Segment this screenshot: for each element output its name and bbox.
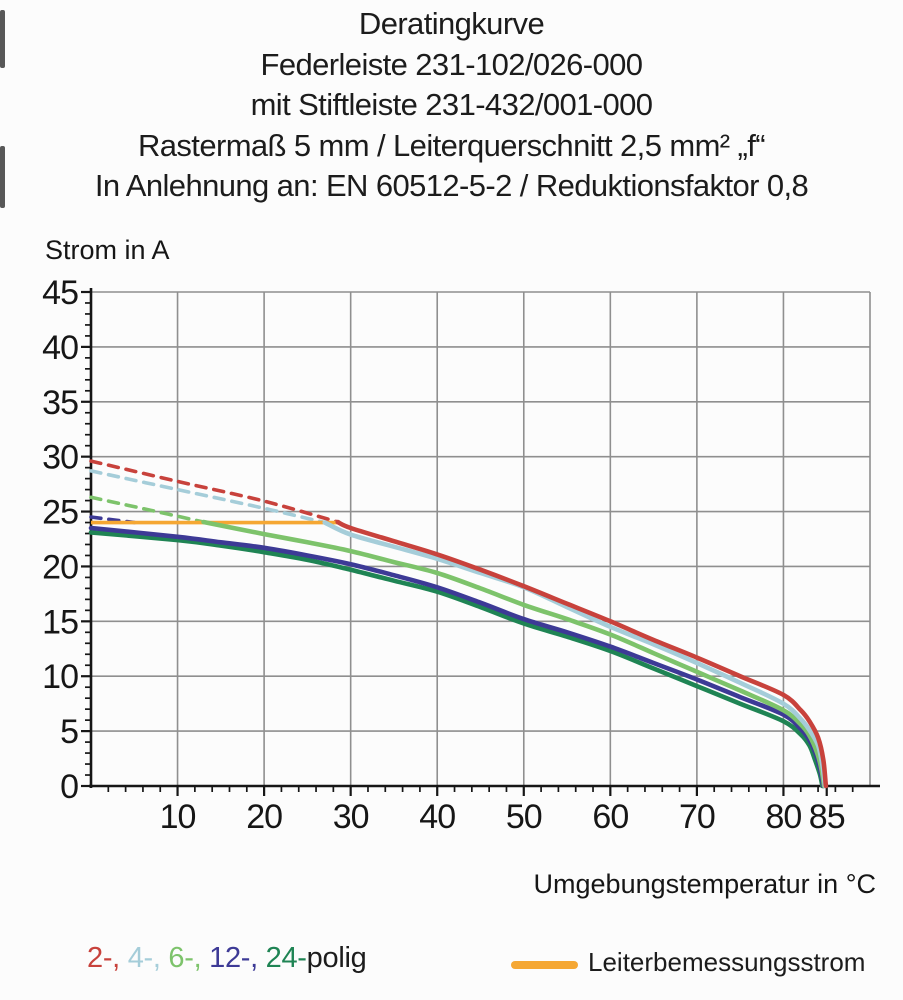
y-tick-label: 0 xyxy=(60,768,78,806)
scan-artifact xyxy=(0,146,5,208)
x-tick-label: 60 xyxy=(592,798,628,836)
y-tick-label: 15 xyxy=(42,603,78,641)
series-6-polig-solid xyxy=(201,519,827,789)
pole-legend-segment: 2-, xyxy=(87,942,128,974)
title-line-5: In Anlehnung an: EN 60512-5-2 / Reduktio… xyxy=(94,168,809,203)
x-tick-label: 50 xyxy=(506,798,542,836)
pole-legend: 2-, 4-, 6-, 12-, 24-polig xyxy=(87,942,367,975)
series-4-polig-solid xyxy=(322,520,828,789)
x-axis-title: Umgebungstemperatur in °C xyxy=(534,869,876,899)
y-tick-label: 40 xyxy=(42,329,78,367)
title-line-4: Rastermaß 5 mm / Leiterquerschnitt 2,5 m… xyxy=(137,127,766,163)
series-6-polig-dashed xyxy=(89,495,206,524)
pole-legend-segment: 12-, xyxy=(209,942,266,974)
x-tick-label: 70 xyxy=(679,798,715,836)
pole-legend-segment: 6-, xyxy=(168,942,210,974)
y-tick-label: 10 xyxy=(42,658,78,696)
scan-artifact xyxy=(0,10,5,68)
series-24-polig-solid xyxy=(88,530,825,789)
pole-legend-segment: 24- xyxy=(265,942,307,974)
title-line-1: Deratingkurve xyxy=(358,6,545,41)
rating-legend-label: Leiterbemessungsstrom xyxy=(588,947,866,977)
pole-legend-segment: 4-, xyxy=(127,942,169,974)
rating-legend-swatch xyxy=(511,961,578,969)
y-tick-label: 45 xyxy=(42,274,78,312)
y-tick-label: 5 xyxy=(60,713,78,751)
title-line-3: mit Stiftleiste 231-432/001-000 xyxy=(250,87,653,122)
x-tick-label: 30 xyxy=(333,798,369,836)
y-tick-label: 25 xyxy=(42,494,78,532)
title-block: Deratingkurve Federleiste 231-102/026-00… xyxy=(0,4,903,207)
series-4-polig-dashed xyxy=(89,469,327,525)
x-tick-label: 80 xyxy=(766,798,802,836)
x-tick-label: 10 xyxy=(160,798,196,836)
pole-legend-segment: polig xyxy=(306,942,367,974)
series-12-polig-solid xyxy=(88,525,826,789)
y-tick-label: 35 xyxy=(42,384,78,422)
title-line-2: Federleiste 231-102/026-000 xyxy=(260,46,644,82)
x-tick-label: 20 xyxy=(246,798,282,836)
y-tick-label: 30 xyxy=(42,439,78,477)
series-2-polig-dashed xyxy=(89,459,340,524)
y-axis-title: Strom in A xyxy=(45,235,170,265)
series-2-polig-solid xyxy=(335,519,829,789)
x-tick-label: 40 xyxy=(419,798,455,836)
y-tick-label: 20 xyxy=(42,548,78,586)
x-tick-label: 85 xyxy=(809,798,845,836)
